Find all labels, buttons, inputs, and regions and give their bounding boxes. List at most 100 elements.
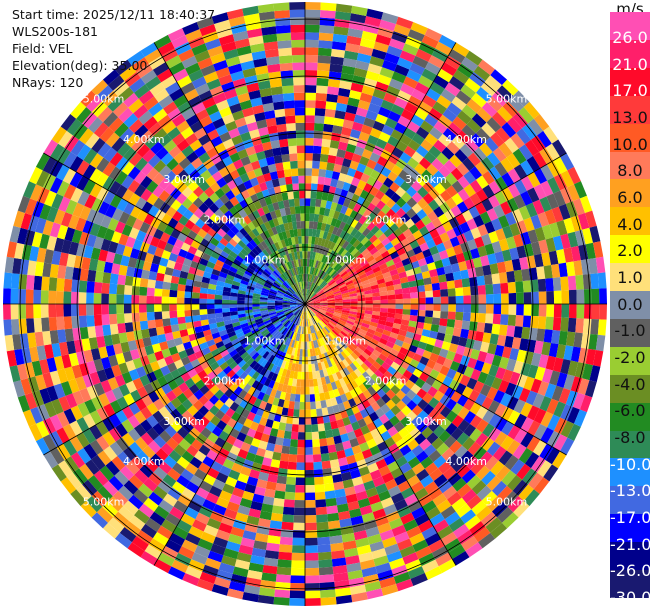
- radar-gate: [309, 274, 313, 283]
- radar-gate: [98, 393, 110, 407]
- radar-gate: [152, 108, 168, 123]
- radar-gate: [539, 443, 554, 461]
- radar-gate: [287, 138, 297, 147]
- radar-gate: [263, 238, 272, 248]
- radar-gate: [246, 411, 256, 422]
- radar-gate: [247, 377, 256, 387]
- radar-gate: [318, 32, 334, 42]
- radar-gate: [469, 71, 486, 87]
- radar-gate: [296, 318, 301, 326]
- radar-gate: [297, 304, 305, 307]
- radar-gate: [317, 278, 323, 286]
- radar-gate: [549, 370, 561, 386]
- radar-gate: [479, 211, 492, 225]
- radar-gate: [289, 286, 296, 293]
- radar-gate: [290, 305, 298, 308]
- radar-gate: [58, 341, 69, 356]
- radar-gate: [180, 468, 194, 482]
- radar-gate: [357, 309, 366, 314]
- radar-gate: [410, 304, 419, 310]
- radar-gate: [301, 266, 304, 274]
- radar-gate: [252, 414, 262, 424]
- radar-gate: [185, 347, 195, 357]
- radar-gate: [154, 88, 170, 103]
- radar-gate: [298, 424, 305, 433]
- radar-gate: [426, 163, 439, 176]
- radar-gate: [290, 168, 299, 177]
- colorbar-tick-label: 2.0: [617, 241, 643, 261]
- range-ring-label: 4.00km: [123, 455, 165, 468]
- radar-gate: [294, 205, 301, 214]
- radar-gate: [229, 494, 243, 506]
- radar-gate: [266, 542, 280, 552]
- radar-gate: [61, 239, 72, 254]
- radar-gate: [481, 470, 496, 486]
- radar-gate: [48, 277, 58, 291]
- radar-gate: [347, 28, 364, 39]
- radar-gate: [322, 273, 329, 281]
- radar-gate: [219, 106, 232, 118]
- radar-gate: [319, 207, 326, 216]
- radar-gate: [319, 280, 326, 288]
- radar-gate: [246, 569, 263, 580]
- radar-gate: [395, 140, 408, 153]
- radar-gate: [60, 113, 77, 131]
- radar-gate: [294, 363, 299, 372]
- radar-gate: [509, 247, 520, 261]
- radar-gate: [389, 415, 401, 427]
- radar-gate: [349, 209, 358, 219]
- radar-gate: [224, 200, 234, 211]
- radar-gate: [80, 501, 97, 518]
- radar-gate: [497, 334, 507, 347]
- radar-gate: [101, 314, 110, 326]
- radar-gate: [308, 221, 314, 229]
- radar-gate: [206, 129, 220, 141]
- radar-gate: [358, 466, 370, 477]
- radar-gate: [309, 205, 316, 214]
- radar-gate: [401, 314, 411, 321]
- radar-gate: [308, 282, 312, 290]
- radar-gate: [394, 474, 407, 486]
- radar-gate: [350, 515, 364, 526]
- radar-gate: [290, 575, 305, 584]
- radar-gate: [526, 187, 540, 203]
- radar-gate: [481, 437, 495, 452]
- radar-gate: [315, 499, 327, 508]
- radar-gate: [308, 228, 313, 237]
- radar-gate: [312, 305, 320, 308]
- radar-gate: [84, 194, 97, 209]
- radar-gate: [337, 352, 345, 361]
- radar-gate: [103, 228, 115, 242]
- radar-gate: [563, 345, 574, 361]
- radar-gate: [353, 67, 368, 78]
- radar-gate: [140, 69, 157, 85]
- radar-gate: [540, 164, 554, 181]
- radar-gate: [168, 449, 182, 463]
- radar-gate: [350, 228, 359, 237]
- radar-gate: [456, 201, 469, 214]
- radar-gate: [294, 251, 298, 260]
- radar-gate: [286, 330, 292, 338]
- radar-gate: [210, 460, 223, 473]
- radar-gate: [380, 304, 389, 309]
- radar-gate: [194, 50, 211, 63]
- radar-gate: [383, 420, 394, 431]
- radar-gate: [414, 327, 424, 336]
- radar-gate: [507, 168, 521, 184]
- radar-gate: [390, 203, 402, 214]
- radar-gate: [577, 213, 590, 230]
- radar-gate: [442, 127, 457, 142]
- radar-gate: [93, 470, 109, 486]
- radar-gate: [330, 330, 338, 338]
- radar-gate: [256, 525, 270, 536]
- range-ring-label: 5.00km: [83, 93, 125, 106]
- radar-gate: [219, 131, 232, 143]
- radar-gate: [392, 278, 402, 286]
- radar-gate: [152, 485, 168, 500]
- radar-gate: [305, 54, 319, 63]
- radar-gate: [340, 72, 354, 83]
- radar-gate: [342, 326, 351, 333]
- radar-gate: [224, 378, 235, 389]
- radar-gate: [333, 572, 349, 582]
- radar-gate: [263, 230, 271, 239]
